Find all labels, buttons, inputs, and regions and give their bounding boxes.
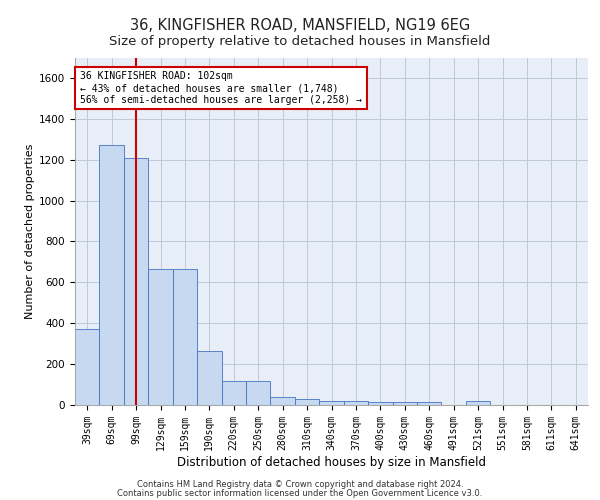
Bar [246,382,271,405]
Bar [221,382,246,405]
Bar [466,401,490,405]
Text: 36, KINGFISHER ROAD, MANSFIELD, NG19 6EG: 36, KINGFISHER ROAD, MANSFIELD, NG19 6EG [130,18,470,32]
Text: Contains public sector information licensed under the Open Government Licence v3: Contains public sector information licen… [118,488,482,498]
Bar [173,269,197,405]
Bar [392,402,417,405]
Text: Size of property relative to detached houses in Mansfield: Size of property relative to detached ho… [109,35,491,48]
Bar [148,269,173,405]
Bar [319,401,344,405]
X-axis label: Distribution of detached houses by size in Mansfield: Distribution of detached houses by size … [177,456,486,468]
Bar [417,402,442,405]
Bar [197,351,221,405]
Bar [271,397,295,405]
Bar [344,401,368,405]
Text: Contains HM Land Registry data © Crown copyright and database right 2024.: Contains HM Land Registry data © Crown c… [137,480,463,489]
Bar [295,399,319,405]
Bar [100,146,124,405]
Bar [124,158,148,405]
Bar [75,330,100,405]
Y-axis label: Number of detached properties: Number of detached properties [25,144,35,319]
Text: 36 KINGFISHER ROAD: 102sqm
← 43% of detached houses are smaller (1,748)
56% of s: 36 KINGFISHER ROAD: 102sqm ← 43% of deta… [80,72,362,104]
Bar [368,402,392,405]
